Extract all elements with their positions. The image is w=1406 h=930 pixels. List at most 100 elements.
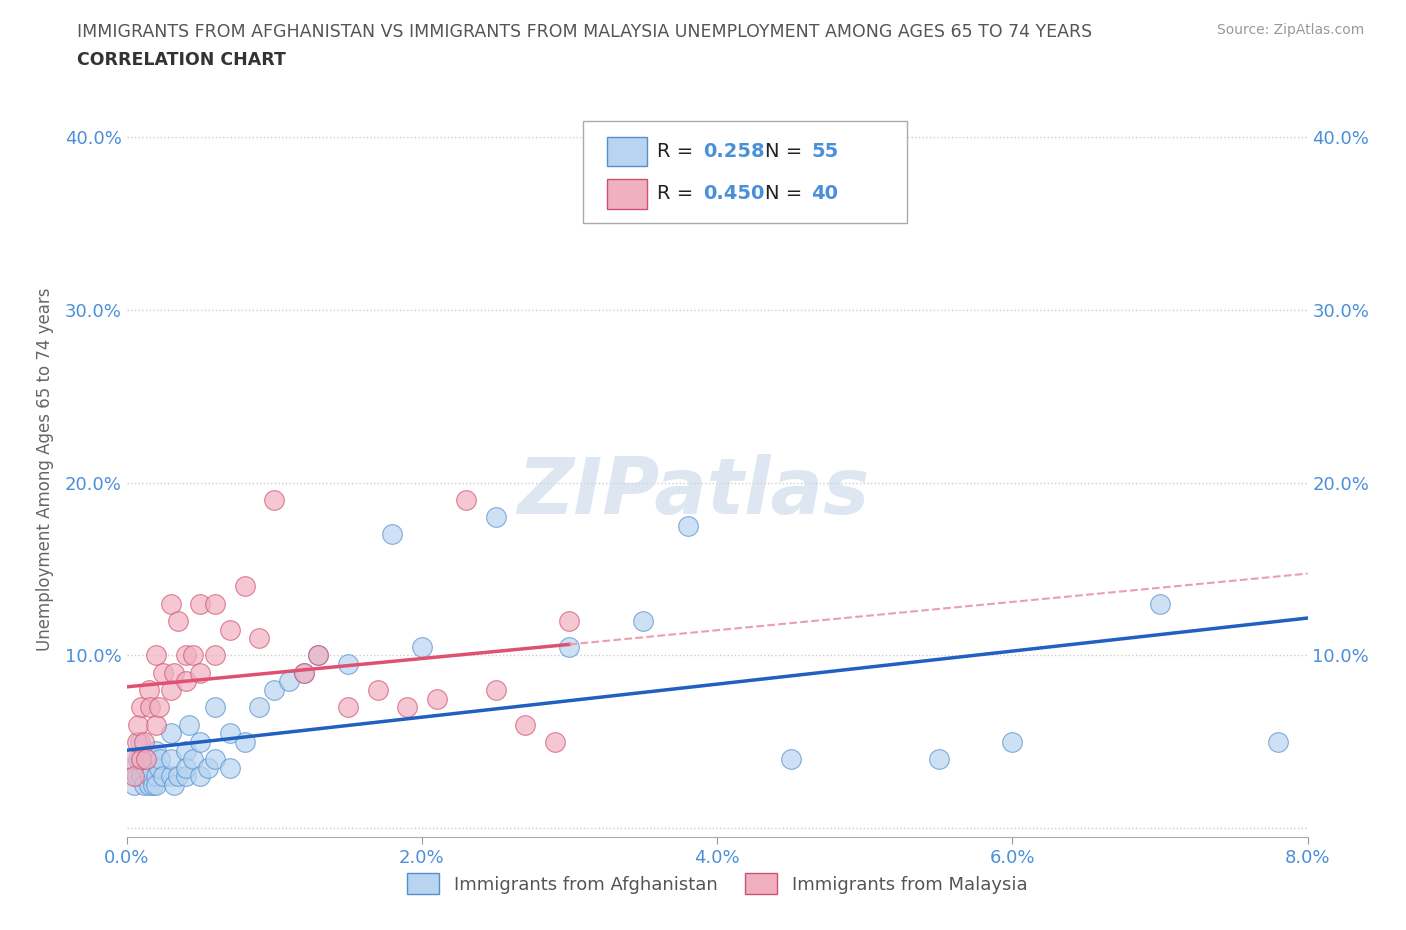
Point	[233, 578, 256, 593]
Point	[145, 743, 167, 758]
Point	[1001, 735, 1024, 750]
Text: 0.450: 0.450	[703, 184, 765, 203]
Point	[129, 769, 153, 784]
Point	[127, 717, 149, 732]
Y-axis label: Unemployment Among Ages 65 to 74 years: Unemployment Among Ages 65 to 74 years	[35, 288, 53, 651]
Point	[160, 596, 183, 611]
Point	[188, 596, 212, 611]
Point	[160, 769, 183, 784]
Point	[337, 700, 360, 715]
Point	[484, 510, 508, 525]
Point	[367, 683, 389, 698]
Point	[136, 751, 159, 766]
Point	[148, 700, 170, 715]
Point	[134, 735, 156, 750]
Point	[120, 761, 142, 776]
Point	[138, 777, 160, 792]
Point	[122, 769, 145, 784]
Point	[145, 648, 167, 663]
Point	[129, 751, 153, 766]
Point	[426, 691, 449, 706]
Point	[558, 614, 581, 629]
Point	[134, 777, 156, 792]
Point	[148, 761, 170, 776]
Point	[204, 700, 226, 715]
Text: 0.258: 0.258	[703, 142, 765, 161]
Point	[263, 493, 285, 508]
Point	[204, 751, 226, 766]
Point	[197, 761, 219, 776]
Text: ZIPatlas: ZIPatlas	[517, 454, 869, 530]
Point	[125, 769, 148, 784]
Point	[138, 683, 160, 698]
Text: 40: 40	[811, 184, 838, 203]
Point	[160, 725, 183, 740]
Point	[152, 769, 174, 784]
Point	[396, 700, 419, 715]
Point	[233, 735, 256, 750]
Text: IMMIGRANTS FROM AFGHANISTAN VS IMMIGRANTS FROM MALAYSIA UNEMPLOYMENT AMONG AGES : IMMIGRANTS FROM AFGHANISTAN VS IMMIGRANT…	[77, 23, 1092, 41]
Point	[145, 717, 167, 732]
Point	[174, 674, 197, 689]
Point	[676, 518, 699, 533]
Point	[188, 735, 212, 750]
Point	[515, 717, 537, 732]
Point	[307, 648, 329, 663]
Point	[543, 735, 565, 750]
Point	[160, 683, 183, 698]
Point	[142, 777, 165, 792]
Point	[167, 614, 190, 629]
Point	[129, 700, 153, 715]
Point	[381, 527, 404, 542]
Point	[219, 622, 242, 637]
Point	[141, 751, 163, 766]
Point	[204, 596, 226, 611]
Point	[163, 665, 186, 680]
Point	[219, 761, 242, 776]
Point	[456, 493, 478, 508]
Point	[263, 683, 285, 698]
Point	[928, 751, 950, 766]
Point	[181, 648, 204, 663]
Text: N =: N =	[765, 142, 808, 161]
Point	[152, 665, 174, 680]
Point	[174, 648, 197, 663]
Point	[278, 674, 301, 689]
Point	[128, 735, 150, 750]
Point	[174, 769, 197, 784]
Point	[145, 769, 167, 784]
Point	[125, 735, 148, 750]
Point	[249, 700, 271, 715]
Point	[249, 631, 271, 645]
Point	[219, 725, 242, 740]
Point	[1149, 596, 1171, 611]
Text: 55: 55	[811, 142, 838, 161]
Point	[149, 751, 172, 766]
Point	[145, 777, 167, 792]
Point	[188, 769, 212, 784]
Point	[558, 640, 581, 655]
Point	[779, 751, 801, 766]
Text: R =: R =	[657, 142, 699, 161]
Point	[411, 640, 433, 655]
Point	[1267, 735, 1289, 750]
Point	[160, 751, 183, 766]
Point	[174, 761, 197, 776]
Text: N =: N =	[765, 184, 808, 203]
Point	[633, 614, 655, 629]
Point	[307, 648, 329, 663]
Point	[337, 657, 360, 671]
Point	[135, 761, 157, 776]
Point	[129, 751, 153, 766]
Text: R =: R =	[657, 184, 699, 203]
Point	[181, 751, 204, 766]
Point	[135, 751, 157, 766]
Legend: Immigrants from Afghanistan, Immigrants from Malaysia: Immigrants from Afghanistan, Immigrants …	[399, 866, 1035, 901]
Point	[484, 683, 508, 698]
Point	[174, 743, 197, 758]
Point	[139, 700, 162, 715]
Point	[204, 648, 226, 663]
Point	[120, 751, 142, 766]
Point	[292, 665, 315, 680]
Point	[167, 769, 190, 784]
